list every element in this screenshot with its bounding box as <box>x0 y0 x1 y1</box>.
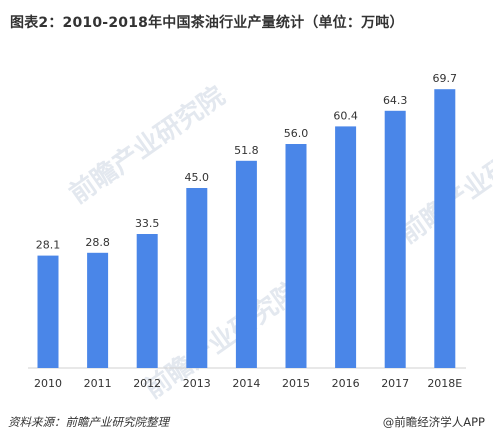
bar-value-label: 64.3 <box>383 94 408 107</box>
bar-value-label: 28.8 <box>85 236 110 249</box>
bar-value-label: 60.4 <box>333 109 358 122</box>
bar-2015 <box>285 144 307 368</box>
x-tick-label: 2011 <box>84 377 112 390</box>
bar-2017 <box>384 110 406 369</box>
bar-value-label: 45.0 <box>185 171 210 184</box>
bar-value-label: 69.7 <box>433 72 458 85</box>
x-tick-label: 2017 <box>381 377 409 390</box>
bar-value-label: 56.0 <box>284 127 309 140</box>
x-tick-label: 2010 <box>34 377 62 390</box>
bar-2018E <box>434 89 456 368</box>
x-tick-label: 2012 <box>133 377 161 390</box>
x-tick-label: 2014 <box>232 377 260 390</box>
bar-2016 <box>335 126 357 369</box>
bar-2010 <box>37 255 59 368</box>
chart-title: 图表2：2010-2018年中国茶油行业产量统计（单位：万吨） <box>10 15 404 31</box>
bar-value-label: 33.5 <box>135 217 160 230</box>
x-tick-label: 2018E <box>427 377 462 390</box>
x-tick-label: 2015 <box>282 377 310 390</box>
source-note: 资料来源：前瞻产业研究院整理 <box>8 415 169 429</box>
bar-2013 <box>186 188 208 368</box>
x-tick-label: 2016 <box>332 377 360 390</box>
brand-label: @前瞻经济学人APP <box>382 415 485 429</box>
bar-value-label: 28.1 <box>36 239 61 252</box>
bar-2012 <box>136 234 158 368</box>
bar-2014 <box>235 160 257 368</box>
bar-2011 <box>87 252 109 368</box>
bar-value-label: 51.8 <box>234 144 259 157</box>
x-tick-label: 2013 <box>183 377 211 390</box>
